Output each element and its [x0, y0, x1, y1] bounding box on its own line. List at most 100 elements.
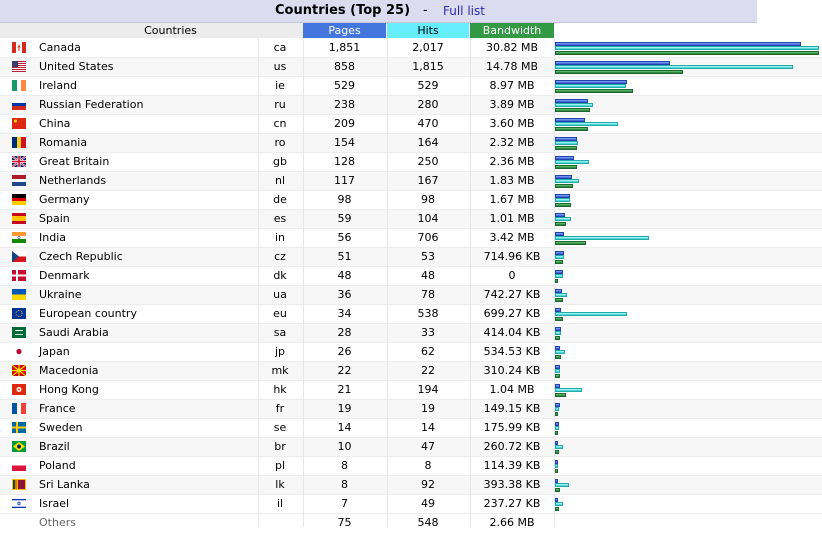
table-row: Hong Kong hk 21 194 1.04 MB	[0, 381, 822, 400]
pages-value: 98	[337, 193, 352, 206]
pages-bar	[555, 346, 560, 350]
bandwidth-value: 310.24 KB	[483, 364, 541, 377]
table-row: Great Britain gb 128 250 2.36 MB	[0, 153, 822, 172]
pages-header: Pages	[303, 23, 386, 38]
bar-group	[555, 231, 822, 246]
pages-bar	[555, 251, 564, 255]
bandwidth-bar	[555, 70, 683, 74]
row-separator	[0, 209, 822, 210]
bar-group	[555, 41, 822, 56]
pages-bar	[555, 137, 577, 141]
column-divider	[470, 38, 471, 527]
bandwidth-value: 260.72 KB	[483, 440, 541, 453]
hits-bar	[555, 369, 560, 373]
hits-bar	[555, 160, 589, 164]
hits-value: 98	[421, 193, 435, 206]
row-separator	[0, 114, 822, 115]
hits-bar	[555, 198, 570, 202]
country-code: sa	[273, 326, 287, 339]
romania-flag-icon	[12, 137, 26, 148]
pages-bar	[555, 441, 558, 445]
row-separator	[0, 76, 822, 77]
country-code: nl	[274, 174, 286, 187]
denmark-flag-icon	[12, 270, 26, 281]
pages-value: 21	[337, 383, 352, 396]
bandwidth-value: 414.04 KB	[483, 326, 541, 339]
bar-group	[555, 174, 822, 189]
pages-value: 154	[334, 136, 355, 149]
country-name: Russian Federation	[39, 98, 144, 111]
row-separator	[0, 247, 822, 248]
table-row-others: Others 75 548 2.66 MB	[0, 514, 822, 533]
bandwidth-value: 30.82 MB	[485, 41, 539, 54]
country-code: cn	[273, 117, 287, 130]
country-name: Sri Lanka	[39, 478, 90, 491]
hits-value: 1,815	[412, 60, 444, 73]
country-name: Ukraine	[39, 288, 82, 301]
bar-group	[555, 383, 822, 398]
hits-bar	[555, 426, 559, 430]
full-list-link[interactable]: Full list	[443, 4, 485, 18]
country-name: Denmark	[39, 269, 90, 282]
france-flag-icon	[12, 403, 26, 414]
pages-value: 209	[334, 117, 355, 130]
country-code: ua	[273, 288, 287, 301]
country-name: Hong Kong	[39, 383, 99, 396]
table-row: Russian Federation ru 238 280 3.89 MB	[0, 96, 822, 115]
hits-value: 19	[421, 402, 435, 415]
row-separator	[0, 342, 822, 343]
hits-value: 250	[417, 155, 439, 168]
row-separator	[0, 456, 822, 457]
country-name: India	[39, 231, 66, 244]
bandwidth-value: 1.83 MB	[489, 174, 535, 187]
hits-value: 529	[417, 79, 439, 92]
table-row: China cn 209 470 3.60 MB	[0, 115, 822, 134]
srilanka-flag-icon	[12, 479, 26, 490]
eu-flag-icon	[12, 308, 26, 319]
country-code: pl	[274, 459, 286, 472]
bandwidth-bar	[555, 89, 633, 93]
bar-group	[555, 60, 822, 75]
pages-bar	[555, 403, 560, 407]
country-code: se	[273, 421, 287, 434]
hits-bar	[555, 122, 618, 126]
bar-group	[555, 136, 822, 151]
pages-value: 34	[337, 307, 352, 320]
saudi-flag-icon	[12, 327, 26, 338]
hits-bar	[555, 46, 819, 50]
pages-value: 858	[334, 60, 355, 73]
row-separator	[0, 437, 822, 438]
hits-value: 14	[421, 421, 435, 434]
pages-bar	[555, 479, 558, 483]
bandwidth-bar	[555, 146, 577, 150]
bar-group	[555, 326, 822, 341]
bar-group	[555, 345, 822, 360]
column-divider	[554, 38, 555, 527]
pages-bar	[555, 99, 588, 103]
bandwidth-bar	[555, 222, 566, 226]
bar-group	[555, 250, 822, 265]
country-code: de	[273, 193, 287, 206]
country-code: hk	[273, 383, 287, 396]
hits-bar	[555, 255, 564, 259]
bandwidth-value: 393.38 KB	[483, 478, 541, 491]
pages-value: 117	[334, 174, 355, 187]
country-code: lk	[275, 478, 285, 491]
country-name: Great Britain	[39, 155, 110, 168]
country-name: Germany	[39, 193, 90, 206]
bar-group	[555, 193, 822, 208]
bandwidth-bar	[555, 336, 560, 340]
bandwidth-bar	[555, 260, 563, 264]
bar-group	[555, 440, 822, 455]
table-row: Denmark dk 48 48 0	[0, 267, 822, 286]
others-hits-value: 548	[417, 516, 439, 529]
bandwidth-value: 714.96 KB	[483, 250, 541, 263]
table-row: European country eu 34 538 699.27 KB	[0, 305, 822, 324]
bandwidth-bar	[555, 108, 590, 112]
pages-bar	[555, 365, 560, 369]
bandwidth-value: 1.67 MB	[489, 193, 535, 206]
hits-bar	[555, 483, 569, 487]
hits-bar	[555, 445, 563, 449]
hits-header: Hits	[387, 23, 469, 38]
others-pages-value: 75	[337, 516, 352, 529]
